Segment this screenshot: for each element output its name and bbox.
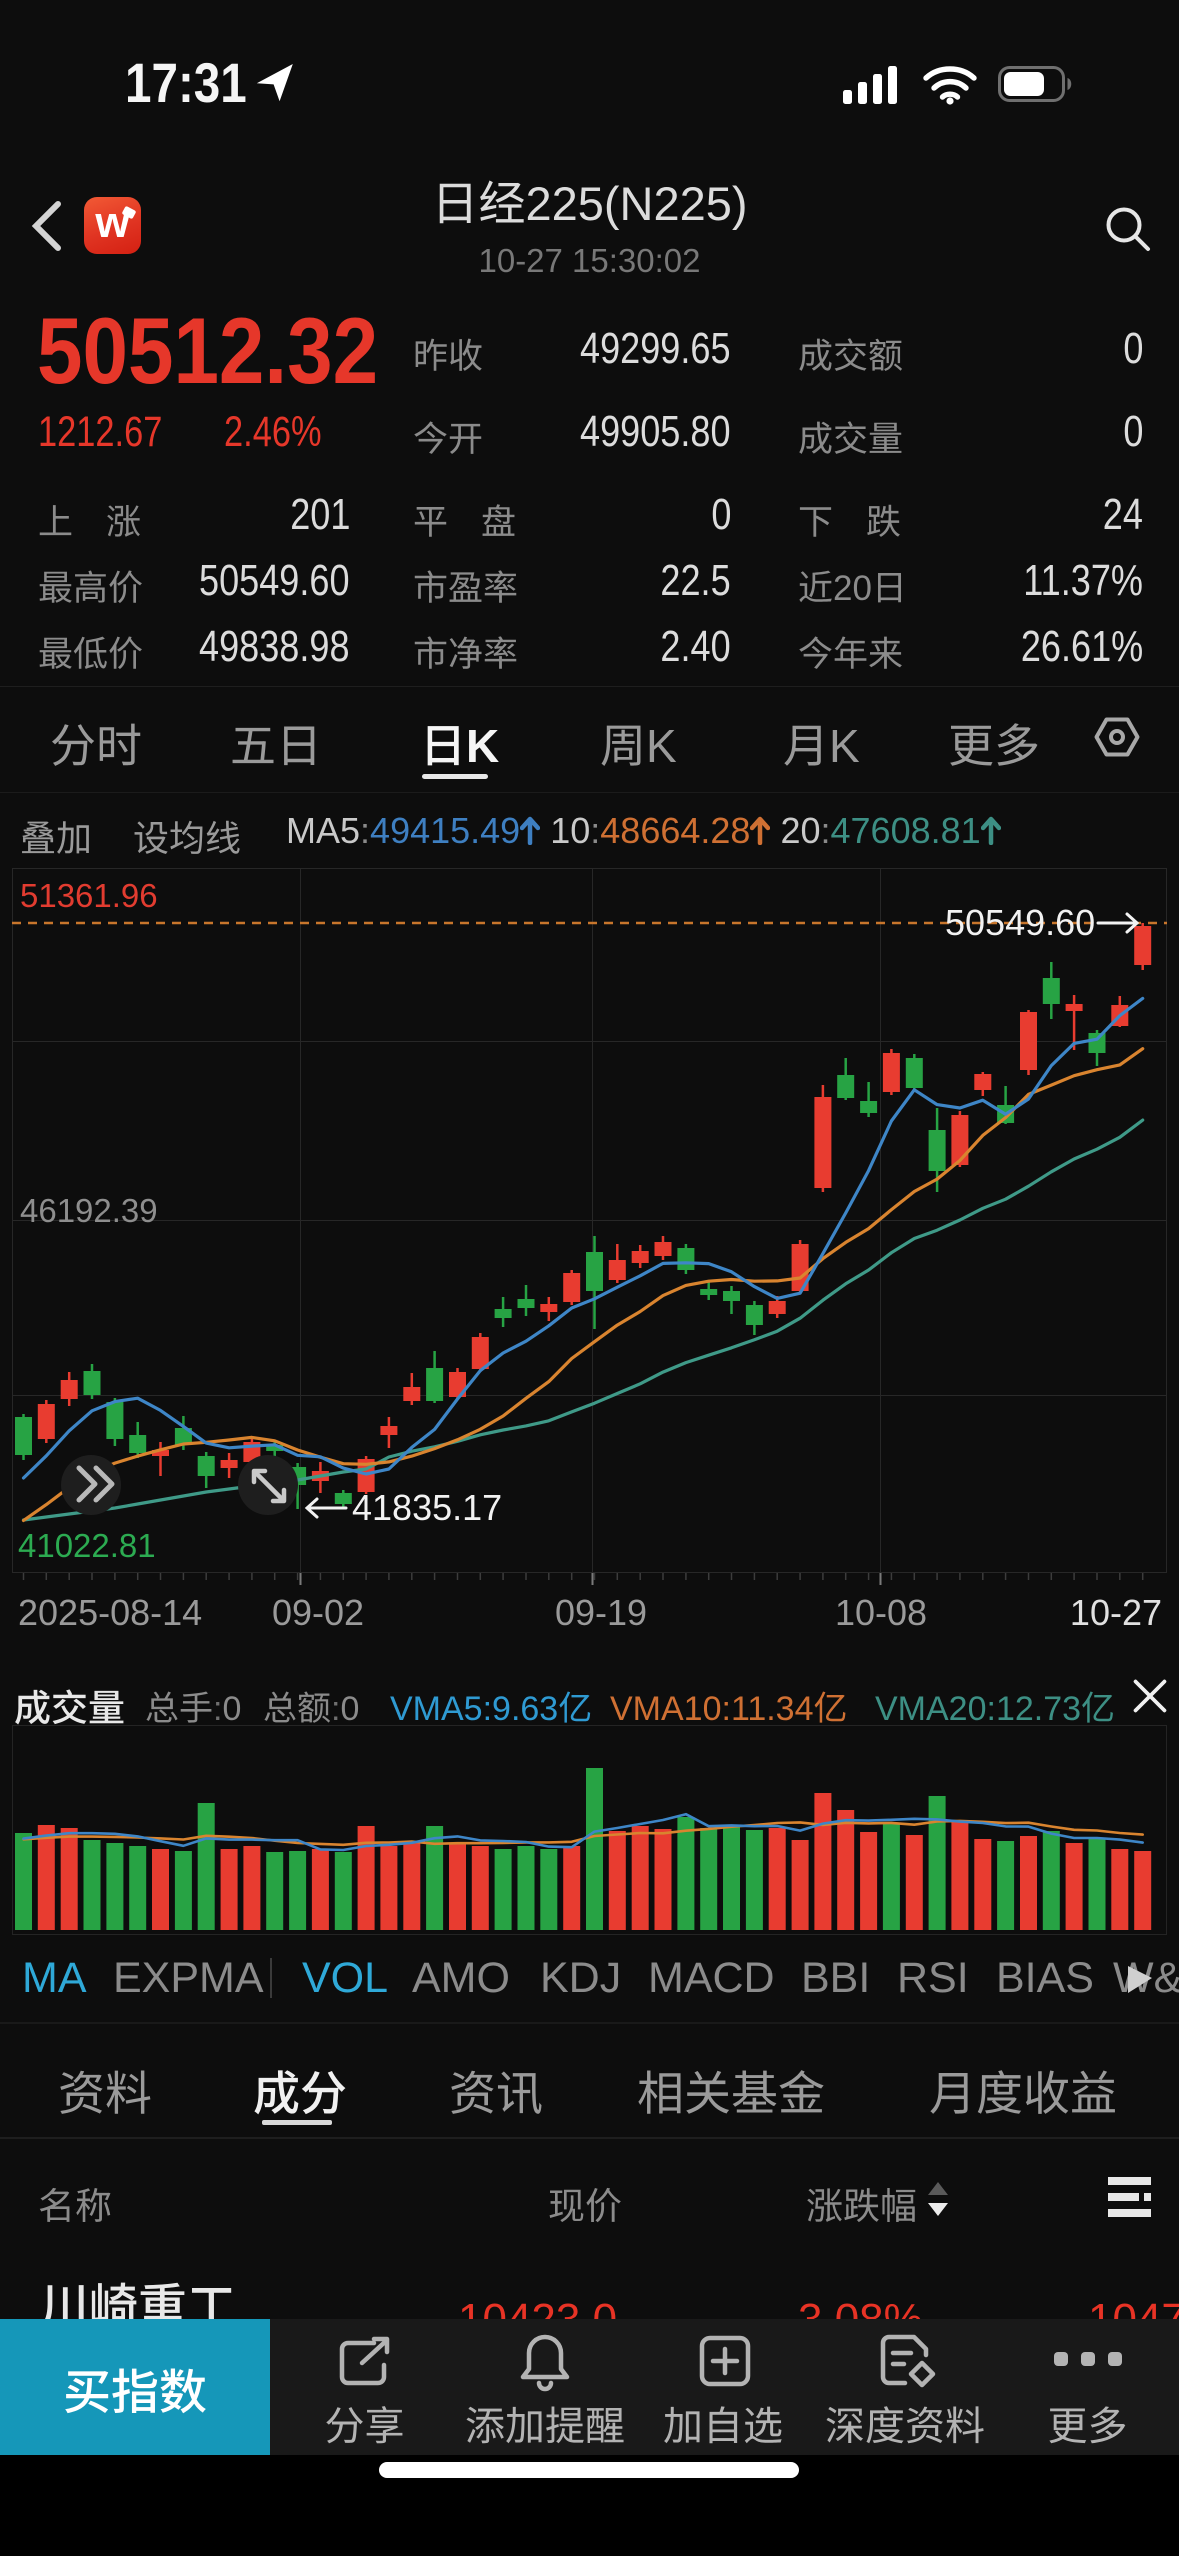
- svg-text:09-19: 09-19: [555, 1592, 647, 1633]
- svg-text:2025-08-14: 2025-08-14: [18, 1592, 202, 1633]
- svg-text:51361.96: 51361.96: [20, 877, 158, 914]
- svg-text:41835.17: 41835.17: [352, 1487, 502, 1528]
- svg-text:09-02: 09-02: [272, 1592, 364, 1633]
- svg-text:10-27: 10-27: [1070, 1592, 1162, 1633]
- svg-text:10-08: 10-08: [835, 1592, 927, 1633]
- svg-text:41022.81: 41022.81: [18, 1527, 156, 1564]
- svg-text:46192.39: 46192.39: [20, 1192, 158, 1229]
- svg-text:50549.60: 50549.60: [945, 902, 1095, 943]
